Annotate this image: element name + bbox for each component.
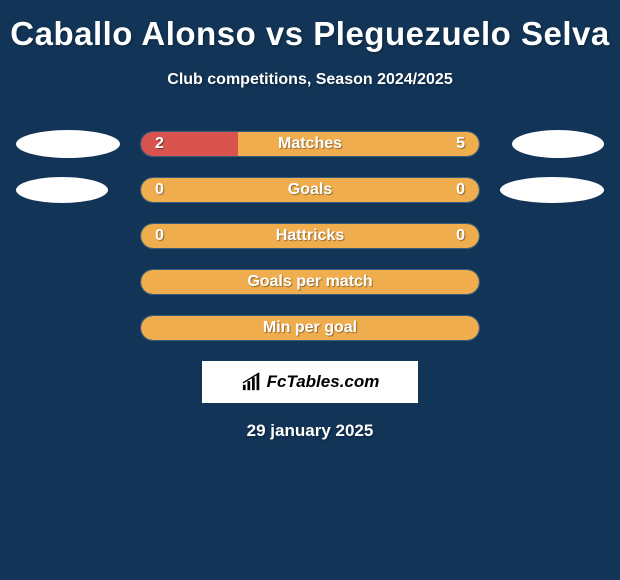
subtitle: Club competitions, Season 2024/2025 [167, 71, 452, 89]
stat-label: Goals per match [141, 273, 479, 291]
stat-bar: Goals per match [140, 269, 480, 295]
page-title: Caballo Alonso vs Pleguezuelo Selva [10, 15, 609, 53]
stat-bar: 2Matches5 [140, 131, 480, 157]
stats-container: 2Matches50Goals00Hattricks0Goals per mat… [8, 131, 612, 341]
stat-value-right: 0 [456, 181, 465, 199]
player-oval-left [16, 130, 120, 158]
stat-bar: Min per goal [140, 315, 480, 341]
stat-bar: 0Hattricks0 [140, 223, 480, 249]
stat-row: Goals per match [8, 269, 612, 295]
stat-row: 2Matches5 [8, 131, 612, 157]
player-oval-right [500, 177, 604, 203]
player-oval-left [16, 177, 108, 203]
date-label: 29 january 2025 [247, 421, 374, 441]
stat-label: Matches [141, 135, 479, 153]
stat-value-right: 0 [456, 227, 465, 245]
stat-label: Min per goal [141, 319, 479, 337]
comparison-infographic: Caballo Alonso vs Pleguezuelo Selva Club… [0, 0, 620, 451]
stat-row: Min per goal [8, 315, 612, 341]
stat-row: 0Hattricks0 [8, 223, 612, 249]
logo-text: FcTables.com [267, 372, 380, 392]
stat-value-right: 5 [456, 135, 465, 153]
fctables-logo: FcTables.com [202, 361, 418, 403]
chart-icon [241, 372, 263, 392]
stat-bar: 0Goals0 [140, 177, 480, 203]
player-oval-right [512, 130, 604, 158]
stat-label: Goals [141, 181, 479, 199]
stat-row: 0Goals0 [8, 177, 612, 203]
stat-label: Hattricks [141, 227, 479, 245]
